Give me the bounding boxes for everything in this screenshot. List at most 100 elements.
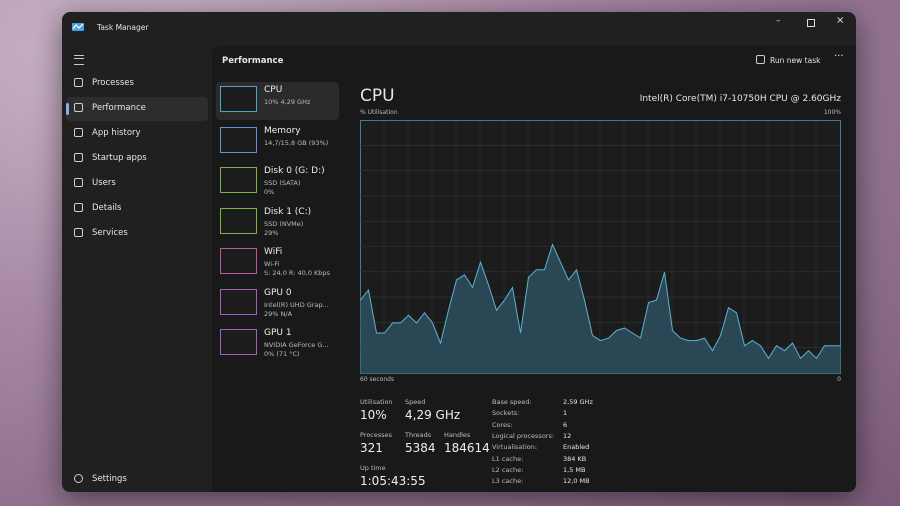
graph-y-max: 100% [823,109,841,116]
spec-value: 384 KB [563,454,587,463]
stat-value: 321 [360,441,383,455]
spec-value: 1 [563,409,568,418]
stat-value: 4,29 GHz [405,408,461,422]
device-detail: SSD (SATA) [264,179,301,187]
device-name: Disk 1 (C:) [264,206,312,217]
device-detail: 10% 4,29 GHz [264,98,311,106]
device-detail: Intel(R) UHD Grap... [264,300,329,309]
graph-y-label: % Utilisation [360,109,398,116]
nav-icon [74,178,83,187]
spec-label: Logical processors: [492,431,555,440]
device-item[interactable]: Disk 1 (C:) SSD (NVMe) 29% [216,204,339,242]
nav-item[interactable]: Performance [66,97,208,121]
page-title: Performance [222,56,284,66]
nav-item[interactable]: App history [66,122,208,146]
nav-label: App history [92,128,141,138]
spec-label: L1 cache: [492,454,524,463]
device-detail: 29% N/A [264,309,293,318]
main-panel: Performance Run new task ··· CPU 10% 4,29… [212,46,856,492]
device-detail: NVIDIA GeForce G... [264,341,329,349]
device-name: Disk 0 (G: D:) [264,166,325,176]
maximize-button[interactable] [807,19,815,27]
stat-value: 184614 [444,441,490,455]
device-detail: 0% [264,188,275,196]
cpu-graph [360,120,841,374]
nav-label: Startup apps [92,153,147,163]
device-item[interactable]: GPU 1 NVIDIA GeForce G... 0% (71 °C) [216,325,339,363]
nav-icon [74,78,83,87]
task-manager-window: Task Manager – × Processes Performance App… [62,12,856,492]
device-item[interactable]: GPU 0 Intel(R) UHD Grap... 29% N/A [216,285,339,323]
spec-value: 12,0 MB [563,477,590,486]
device-thumbnail [220,126,257,153]
device-detail: SSD (NVMe) [264,219,304,228]
stat-label: Up time [360,464,386,472]
spec-label: L3 cache: [492,477,524,486]
utilisation-line [360,243,841,360]
nav-item[interactable]: Details [66,197,208,221]
nav-item[interactable]: Users [66,172,208,196]
utilisation-area [360,244,841,374]
stat-label: Processes [360,431,393,439]
nav-label: Processes [92,78,134,88]
minimize-button[interactable]: – [776,16,781,26]
more-button[interactable]: ··· [834,51,844,62]
spec-label: Base speed: [492,398,532,406]
device-detail: Wi-Fi [264,260,280,268]
nav-label: Details [92,203,122,213]
nav-label: Services [92,228,128,238]
run-task-icon [756,55,765,64]
spec-label: Cores: [492,420,513,429]
device-item[interactable]: Disk 0 (G: D:) SSD (SATA) 0% [216,163,339,201]
device-thumbnail [220,167,257,193]
nav-icon [74,203,83,212]
stat-label: Utilisation [360,398,393,406]
stat-label: Handles [444,431,471,439]
device-thumbnail [220,248,257,274]
stat-value: 10% [360,408,387,422]
nav-icon [74,153,83,162]
stat-label: Threads [405,431,432,439]
settings-label: Settings [92,474,127,484]
window-title: Task Manager [97,23,149,32]
device-detail: 29% [264,228,279,237]
device-detail: 0% (71 °C) [264,350,300,358]
nav-item[interactable]: Startup apps [66,147,208,171]
device-name: CPU [264,85,283,95]
nav-item[interactable]: Processes [66,72,208,96]
device-thumbnail [220,207,257,234]
nav-icon [74,128,83,137]
stat-value: 1:05:43:55 [360,474,426,488]
device-name: GPU 0 [264,287,292,298]
nav-icon [74,103,83,112]
stat-label: Speed [405,398,426,406]
device-thumbnail [220,86,257,112]
graph-x-left: 60 seconds [360,376,395,383]
device-name: GPU 1 [264,328,292,338]
nav-label: Performance [92,103,146,113]
nav-label: Users [92,178,116,188]
device-name: Memory [264,125,301,136]
nav-icon [74,228,83,237]
spec-label: Virtualisation: [492,443,538,452]
selection-indicator [66,103,69,115]
device-detail: S: 24,0 R: 40,0 Kbps [264,269,330,277]
settings-nav[interactable]: Settings [66,468,208,492]
device-item[interactable]: CPU 10% 4,29 GHz [216,82,339,120]
graph-x-right: 0 [837,376,841,383]
close-button[interactable]: × [836,15,845,26]
stat-value: 5384 [405,441,436,455]
device-item[interactable]: Memory 14,7/15,8 GB (93%) [216,123,339,161]
nav-item[interactable]: Services [66,222,208,246]
app-icon [72,23,84,31]
device-item[interactable]: WiFi Wi-Fi S: 24,0 R: 40,0 Kbps [216,244,339,282]
spec-value: Enabled [563,443,590,452]
device-detail: 14,7/15,8 GB (93%) [264,138,329,147]
run-new-task-button[interactable]: Run new task [770,56,821,65]
device-thumbnail [220,329,257,355]
device-name: WiFi [264,247,283,257]
menu-button[interactable] [74,55,84,65]
spec-value: 2,59 GHz [563,398,593,406]
graph-frame [360,120,841,374]
